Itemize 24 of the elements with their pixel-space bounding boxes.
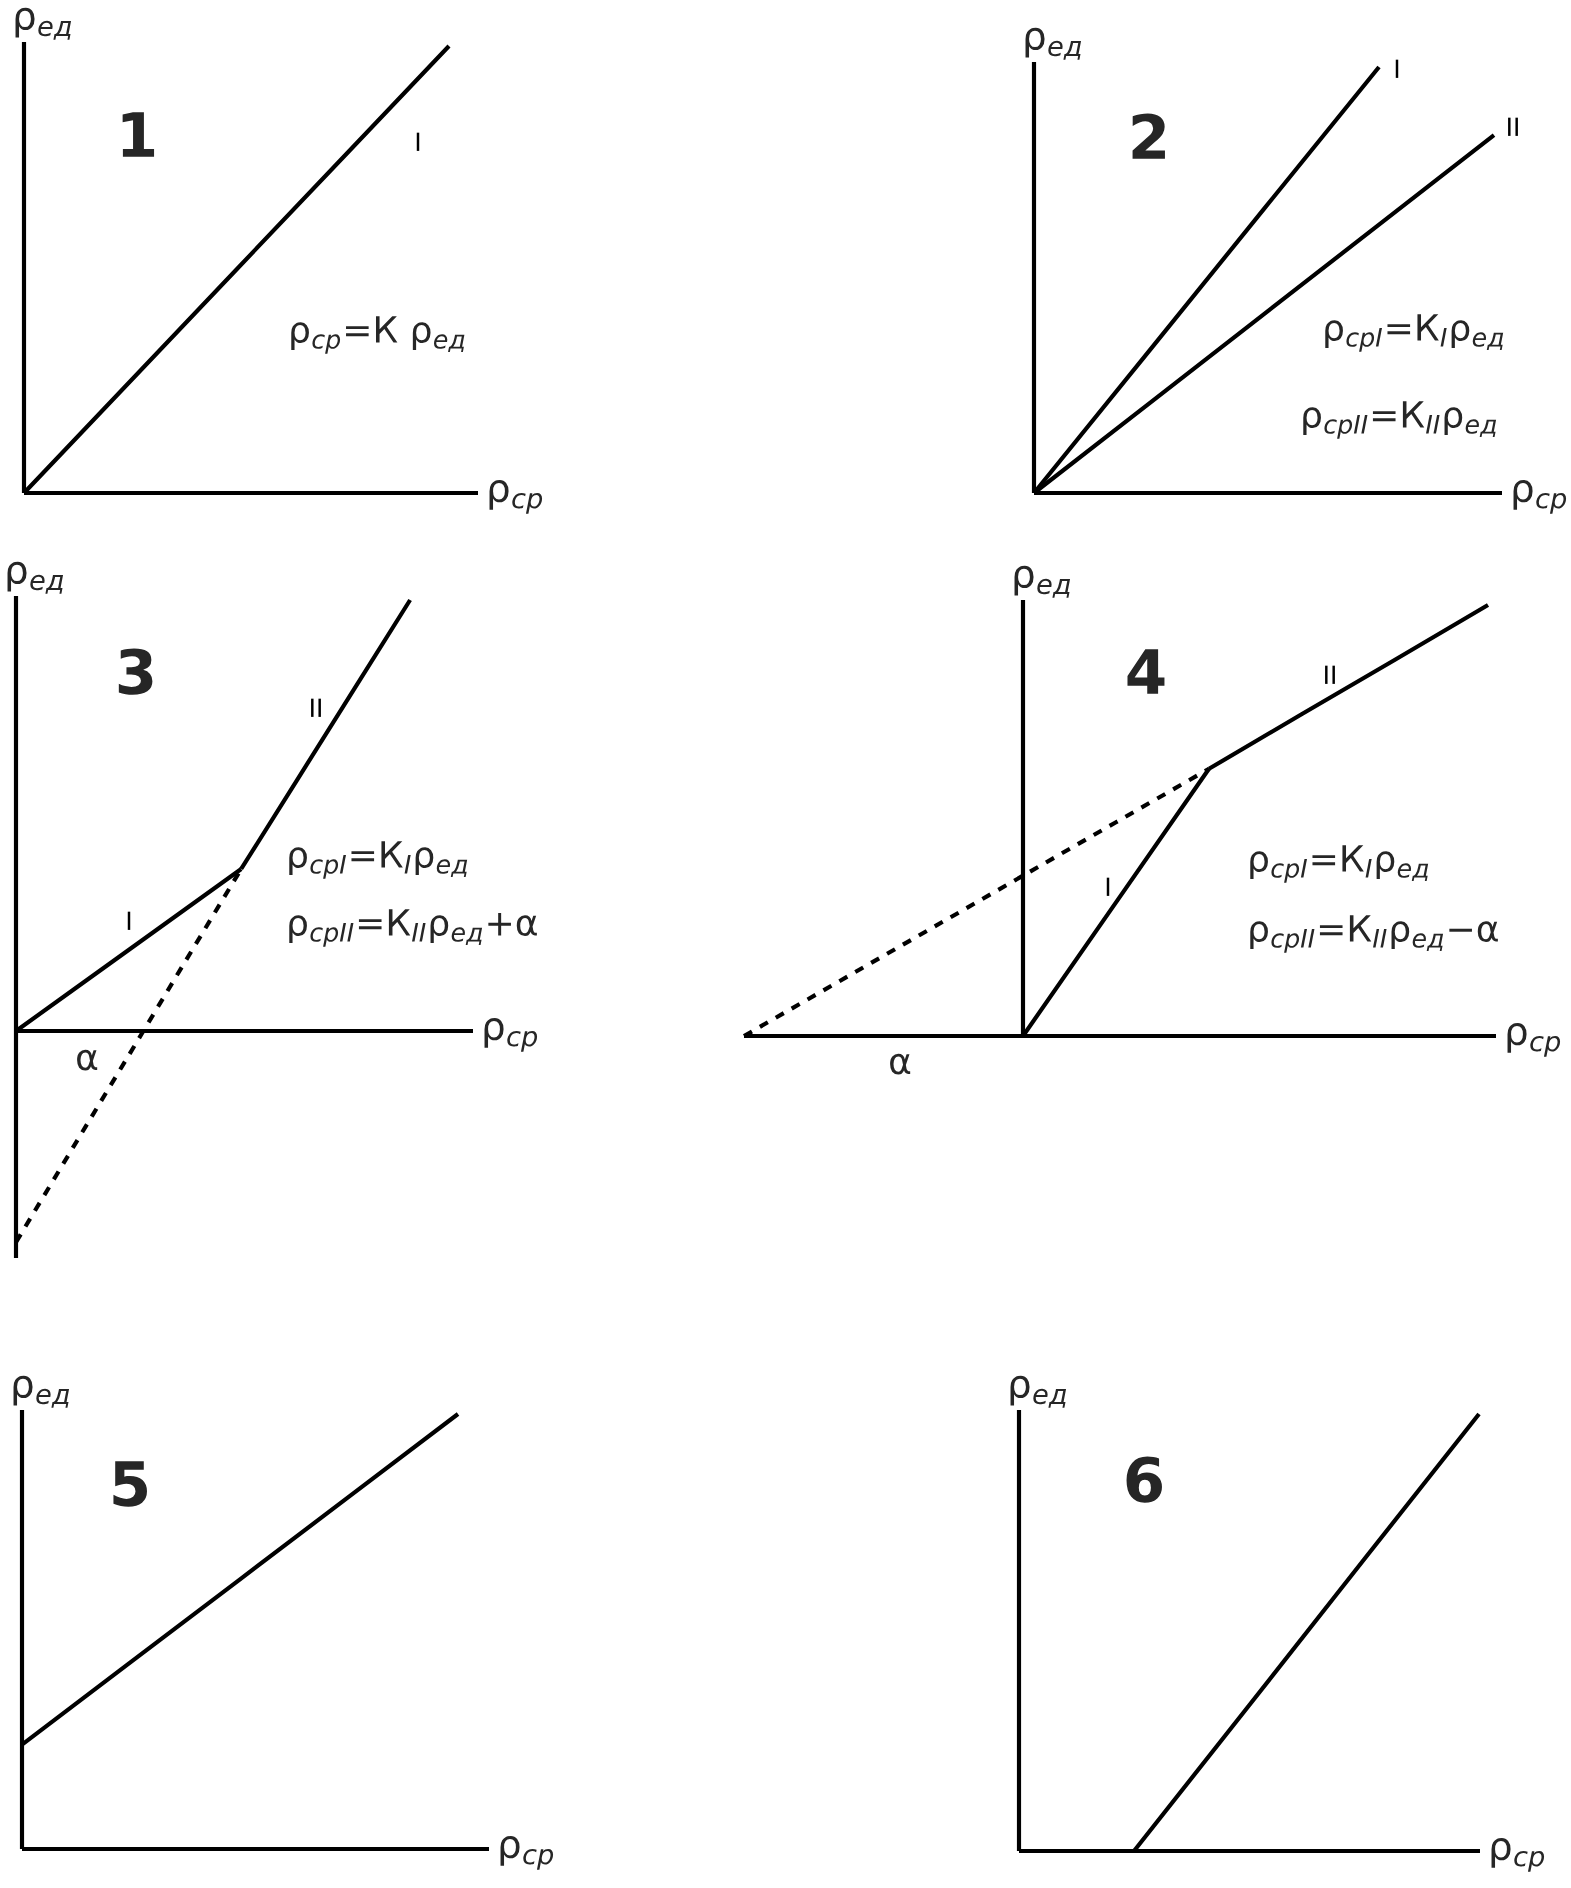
y-axis-title: ρ$_{ед}$ [7,561,64,594]
series-label: II [1508,117,1518,136]
series-label: I [1395,59,1399,78]
annotation: α [77,1049,98,1071]
x-axis-title: ρ$_{ср}$ [1513,479,1567,514]
y-axis-title: ρ$_{ед}$ [1025,27,1082,60]
series-label: I [416,132,420,151]
text: 1 [122,112,155,157]
y-axis-title: ρ$_{ед}$ [13,1375,70,1408]
annotation: ρ$_{срII}$=К$_{II}$ρ$_{ед}$ [1303,401,1497,439]
text: 5 [113,1461,147,1507]
y-axis-title: ρ$_{ед}$ [15,7,72,40]
text: 6 [1126,1456,1162,1503]
y-axis-title: ρ$_{ед}$ [1010,1375,1067,1408]
text: α [890,1053,911,1075]
x-axis-title: ρ$_{ср}$ [489,479,543,514]
text: 2 [1132,113,1165,159]
annotation: ρ$_{ср}$=К ρ$_{ед}$ [291,316,465,354]
y-axis-title: ρ$_{ед}$ [1014,565,1071,598]
x-axis-title: ρ$_{ср}$ [1507,1022,1561,1057]
annotation: ρ$_{срI}$=К$_{I}$ρ$_{ед}$ [1325,314,1504,352]
x-axis-title: ρ$_{ср}$ [484,1017,538,1052]
x-axis-title: ρ$_{ср}$ [500,1835,554,1870]
x-axis-title: ρ$_{ср}$ [1491,1837,1545,1872]
